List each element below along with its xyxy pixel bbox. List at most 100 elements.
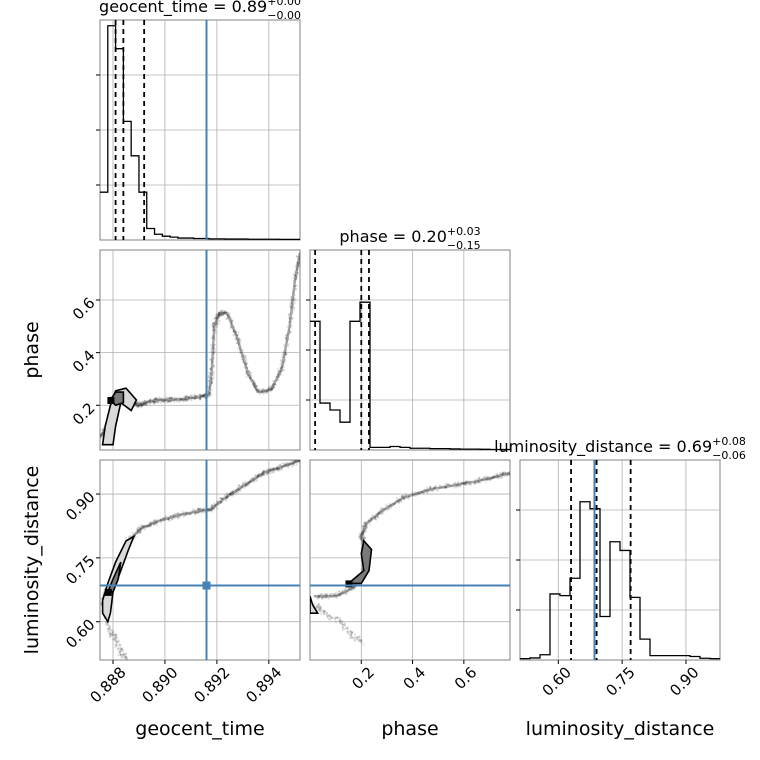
scatter-geocent_time-vs-phase-sample (297, 261, 300, 264)
scatter-phase-vs-luminosity_distance-sample (353, 586, 356, 589)
scatter-phase-vs-luminosity_distance-sample (500, 474, 503, 477)
scatter-geocent_time-vs-phase-sample (166, 401, 170, 404)
scatter-geocent_time-vs-luminosity_distance-sample (291, 463, 295, 466)
scatter-phase-vs-luminosity_distance-sample (385, 503, 388, 506)
scatter-phase-vs-luminosity_distance-sample (325, 596, 329, 599)
scatter-geocent_time-vs-phase-sample (270, 385, 274, 388)
scatter-geocent_time-vs-phase-sample (158, 396, 161, 399)
scatter-geocent_time-vs-phase-sample (237, 342, 241, 345)
scatter-geocent_time-vs-phase-sample (257, 390, 261, 393)
scatter-phase-vs-luminosity_distance-sample (358, 535, 361, 538)
scatter-geocent_time-vs-phase-sample (176, 397, 179, 400)
scatter-phase-vs-luminosity_distance-sample (485, 477, 488, 480)
scatter-phase-vs-luminosity_distance-sample (376, 515, 379, 518)
scatter-phase-vs-luminosity_distance-sample (392, 503, 395, 506)
scatter-phase-vs-luminosity_distance-sample (400, 500, 403, 503)
scatter-geocent_time-vs-luminosity_distance-sample (201, 509, 204, 512)
scatter-geocent_time-vs-luminosity_distance-sample (236, 491, 239, 494)
scatter-geocent_time-vs-phase-sample (229, 316, 232, 319)
scatter-geocent_time-vs-luminosity_distance-sample (167, 518, 170, 521)
scatter-phase-vs-luminosity_distance-sample (360, 535, 363, 538)
scatter-phase-vs-luminosity_distance-sample (432, 486, 435, 489)
scatter-geocent_time-vs-phase-sample (146, 400, 149, 403)
scatter-phase-vs-luminosity_distance-sample (378, 509, 381, 512)
scatter-phase-vs-luminosity_distance-sample (364, 524, 367, 527)
scatter-geocent_time-vs-luminosity_distance-sample (255, 476, 258, 479)
scatter-geocent_time-vs-phase-sample (230, 323, 233, 326)
scatter-phase-vs-luminosity_distance-sample (340, 593, 343, 596)
scatter-geocent_time-vs-phase-sample (284, 337, 287, 340)
scatter-phase-vs-luminosity_distance-sample (507, 471, 510, 474)
scatter-geocent_time-vs-luminosity_distance-sample (227, 493, 230, 496)
scatter-geocent_time-vs-phase-sample (280, 370, 283, 373)
scatter-geocent_time-vs-phase-sample (212, 357, 215, 360)
scatter-geocent_time-vs-phase-sample (295, 275, 298, 278)
scatter-phase-vs-luminosity_distance-sample (421, 492, 425, 495)
scatter-geocent_time-vs-luminosity_distance-sample (201, 508, 205, 511)
scatter-geocent_time-vs-luminosity_distance-sample (148, 521, 151, 524)
scatter-phase-vs-luminosity_distance-sample (325, 593, 328, 596)
scatter-geocent_time-vs-phase-sample (184, 396, 187, 399)
scatter-phase-vs-luminosity_distance-density-core (345, 580, 353, 588)
scatter-geocent_time-vs-phase-sample (136, 402, 140, 405)
scatter-geocent_time-vs-phase-sample (221, 309, 224, 312)
hist-geocent_time-title-plus: +0.00 (267, 0, 301, 8)
scatter-geocent_time-vs-phase-sample (223, 310, 226, 313)
scatter-geocent_time-vs-phase-sample (234, 332, 237, 335)
scatter-geocent_time-vs-phase-sample (277, 374, 280, 377)
scatter-geocent_time-vs-luminosity_distance-sample (132, 533, 135, 537)
scatter-phase-vs-luminosity_distance-sample (491, 476, 494, 479)
scatter-geocent_time-vs-phase-sample (232, 334, 235, 337)
scatter-phase-vs-luminosity_distance-sample (462, 482, 465, 485)
scatter-geocent_time-vs-phase-sample (135, 403, 138, 406)
scatter-phase-vs-luminosity_distance-sample (351, 631, 354, 634)
scatter-geocent_time-vs-phase-sample (137, 404, 140, 407)
scatter-geocent_time-vs-luminosity_distance-sample (244, 482, 248, 486)
scatter-geocent_time-vs-phase-sample (245, 372, 248, 375)
scatter-geocent_time-vs-luminosity_distance-sample (241, 483, 245, 486)
scatter-geocent_time-vs-phase-sample (148, 403, 151, 406)
scatter-geocent_time-vs-luminosity_distance-sample (244, 484, 247, 487)
scatter-geocent_time-vs-phase-sample (287, 338, 290, 341)
scatter-geocent_time-vs-luminosity_distance-sample (292, 460, 295, 461)
scatter-geocent_time-vs-luminosity_distance-sample (199, 511, 202, 514)
scatter-geocent_time-vs-phase-sample (208, 387, 211, 390)
scatter-geocent_time-vs-phase-sample (285, 336, 288, 339)
scatter-geocent_time-vs-phase-sample (102, 427, 105, 430)
scatter-geocent_time-vs-phase-sample (254, 389, 257, 392)
scatter-geocent_time-vs-phase-sample (138, 404, 141, 407)
scatter-phase-vs-luminosity_distance-sample (318, 596, 321, 599)
scatter-phase-vs-luminosity_distance-sample (412, 493, 416, 496)
scatter-geocent_time-vs-phase-sample (280, 365, 283, 368)
scatter-geocent_time-vs-phase-sample (269, 390, 273, 393)
scatter-geocent_time-vs-luminosity_distance-sample (182, 512, 185, 515)
scatter-geocent_time-vs-phase-sample (136, 404, 139, 407)
scatter-geocent_time-vs-luminosity_distance-sample (195, 511, 198, 514)
scatter-geocent_time-vs-luminosity_distance-sample (290, 460, 293, 463)
scatter-geocent_time-vs-luminosity_distance-sample (255, 479, 258, 482)
scatter-geocent_time-vs-phase-sample (293, 301, 296, 304)
scatter-phase-vs-luminosity_distance-sample (463, 482, 466, 485)
scatter-geocent_time-vs-luminosity_distance-sample (127, 660, 129, 662)
scatter-phase-vs-luminosity_distance-sample (369, 523, 372, 526)
scatter-geocent_time-vs-phase-sample (293, 273, 296, 276)
scatter-geocent_time-vs-luminosity_distance-sample (230, 490, 233, 494)
scatter-geocent_time-vs-phase-sample (139, 402, 142, 405)
scatter-geocent_time-vs-phase-sample (212, 322, 215, 325)
scatter-phase-vs-luminosity_distance-sample (455, 483, 458, 486)
scatter-geocent_time-vs-luminosity_distance-sample (207, 508, 210, 511)
scatter-phase-vs-luminosity_distance-sample (360, 640, 363, 643)
scatter-geocent_time-vs-luminosity_distance-sample (211, 504, 214, 507)
scatter-phase-vs-luminosity_distance-sample (353, 639, 356, 642)
scatter-geocent_time-vs-phase-sample (288, 317, 291, 320)
scatter-geocent_time-vs-luminosity_distance-sample (159, 518, 162, 522)
scatter-phase-vs-luminosity_distance-sample (486, 478, 489, 481)
scatter-geocent_time-vs-phase-sample (216, 322, 219, 325)
scatter-geocent_time-vs-luminosity_distance-sample (278, 463, 281, 466)
scatter-geocent_time-vs-luminosity_distance-sample (272, 466, 275, 470)
scatter-geocent_time-vs-phase-sample (249, 378, 252, 381)
scatter-geocent_time-vs-phase-sample (212, 377, 215, 380)
scatter-geocent_time-vs-phase-sample (157, 401, 160, 404)
scatter-geocent_time-vs-phase-sample (158, 399, 161, 402)
